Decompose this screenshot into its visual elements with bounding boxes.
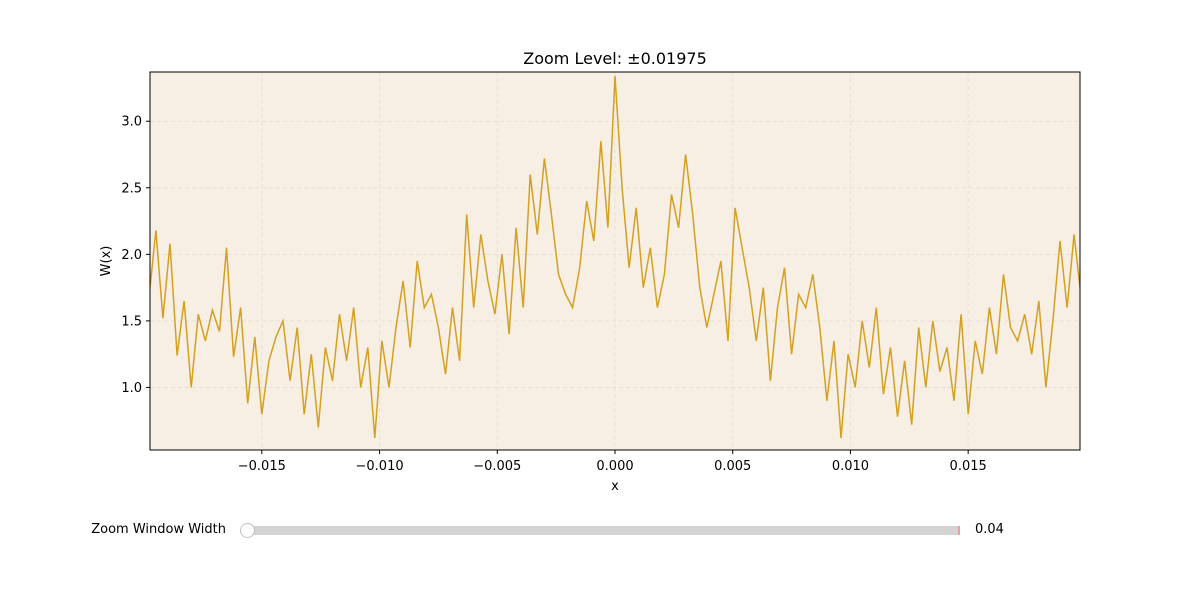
y-tick-label: 3.0 xyxy=(121,115,142,130)
x-tick-label: 0.000 xyxy=(596,459,633,474)
zoom-slider-max-marker xyxy=(958,526,960,535)
x-tick-label: 0.005 xyxy=(714,459,751,474)
y-axis-label: W(x) xyxy=(99,246,114,277)
zoom-slider-label: Zoom Window Width xyxy=(91,522,226,537)
x-tick-label: −0.005 xyxy=(473,459,521,474)
zoom-slider-track[interactable] xyxy=(247,526,960,535)
ticks: −0.015 −0.010 −0.005 0.000 0.005 0.010 0.015 1.… xyxy=(121,115,986,474)
x-tick-label: 0.010 xyxy=(832,459,869,474)
x-tick-label: −0.010 xyxy=(356,459,404,474)
chart: −0.015 −0.010 −0.005 0.000 0.005 0.010 0.015 1.… xyxy=(99,49,1081,494)
grid xyxy=(150,72,1080,450)
zoom-slider-handle[interactable] xyxy=(240,523,255,538)
y-tick-label: 2.0 xyxy=(121,248,142,263)
x-tick-label: −0.015 xyxy=(238,459,286,474)
y-tick-label: 1.0 xyxy=(121,381,142,396)
x-tick-label: 0.015 xyxy=(950,459,987,474)
y-tick-label: 2.5 xyxy=(121,181,142,196)
zoom-slider-value: 0.04 xyxy=(975,522,1004,537)
y-tick-label: 1.5 xyxy=(121,314,142,329)
chart-title: Zoom Level: ±0.01975 xyxy=(523,49,707,68)
series-line xyxy=(150,75,1080,439)
x-axis-label: x xyxy=(611,479,619,494)
